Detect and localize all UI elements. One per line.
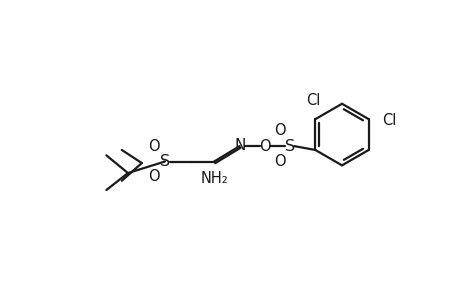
Text: O: O (148, 140, 160, 154)
Text: NH₂: NH₂ (200, 171, 228, 186)
Text: O: O (273, 123, 285, 138)
Text: O: O (273, 154, 285, 169)
Text: Cl: Cl (306, 93, 320, 108)
Text: O: O (258, 139, 270, 154)
Text: Cl: Cl (382, 113, 396, 128)
Text: S: S (284, 139, 294, 154)
Text: N: N (234, 138, 246, 153)
Text: S: S (159, 154, 170, 169)
Text: O: O (148, 169, 160, 184)
